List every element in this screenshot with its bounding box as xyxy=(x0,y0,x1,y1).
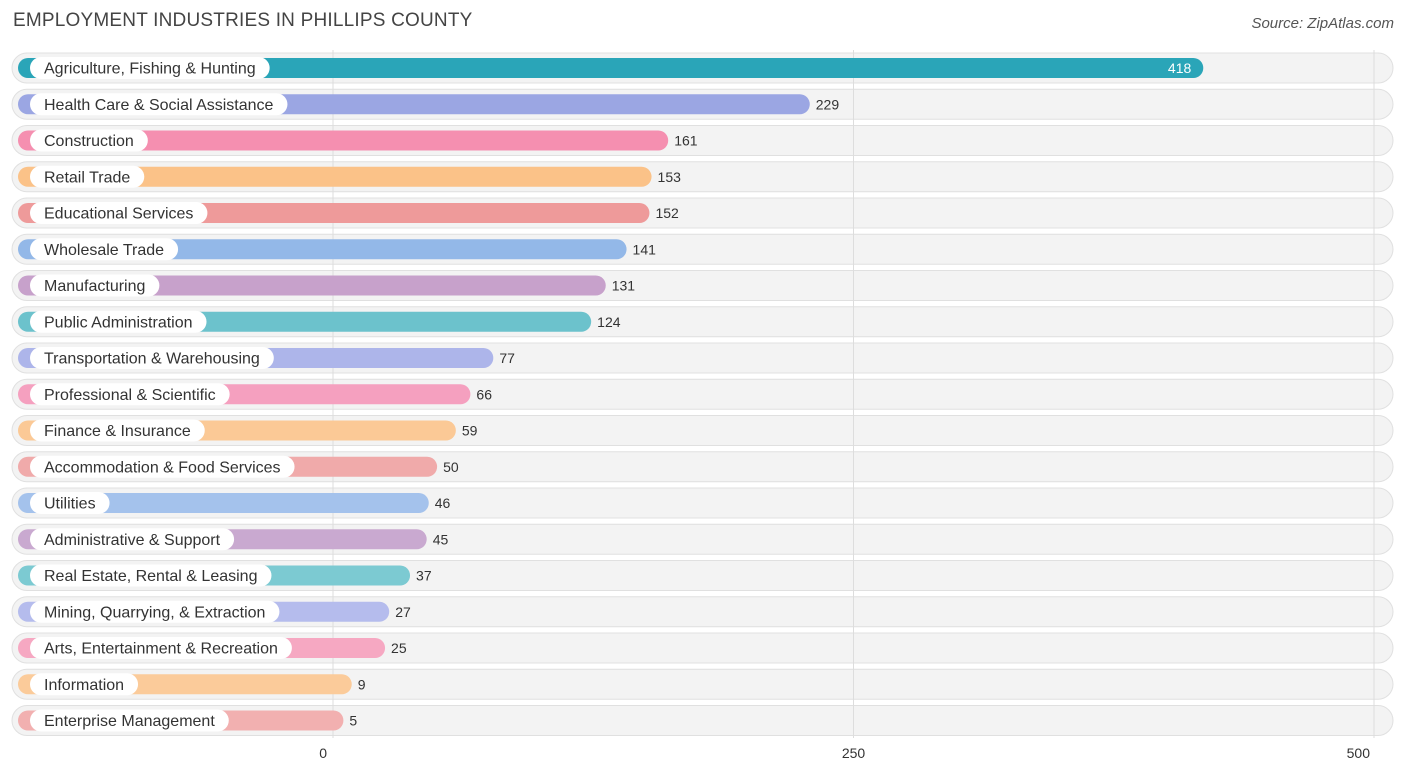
value-label: 46 xyxy=(435,495,451,511)
category-label: Public Administration xyxy=(44,314,193,331)
category-label: Wholesale Trade xyxy=(44,242,164,259)
value-label: 131 xyxy=(612,278,636,294)
value-label: 66 xyxy=(476,386,492,402)
category-label: Administrative & Support xyxy=(44,532,221,549)
value-label: 9 xyxy=(358,676,366,692)
value-label: 50 xyxy=(443,459,459,475)
label-pill xyxy=(30,93,288,116)
value-label: 77 xyxy=(499,350,515,366)
value-label: 141 xyxy=(633,241,657,257)
value-label: 153 xyxy=(658,169,682,185)
label-pill xyxy=(30,129,148,152)
category-label: Real Estate, Rental & Leasing xyxy=(44,568,257,585)
label-pill xyxy=(30,274,160,297)
category-label: Professional & Scientific xyxy=(44,387,216,404)
label-pill xyxy=(30,57,270,79)
value-label: 27 xyxy=(395,604,411,620)
tick-label: 0 xyxy=(319,745,327,761)
chart-title: EMPLOYMENT INDUSTRIES IN PHILLIPS COUNTY xyxy=(13,10,473,31)
bar[interactable] xyxy=(18,130,669,151)
label-pill xyxy=(30,238,179,261)
category-label: Utilities xyxy=(44,496,96,513)
category-label: Agriculture, Fishing & Hunting xyxy=(44,61,256,78)
row-track xyxy=(11,705,1394,736)
label-pill xyxy=(30,709,229,732)
value-label: 5 xyxy=(349,713,357,729)
bar[interactable] xyxy=(18,275,606,296)
category-label: Finance & Insurance xyxy=(44,423,191,440)
category-label: Educational Services xyxy=(44,206,193,223)
row-track xyxy=(11,668,1394,700)
category-label: Enterprise Management xyxy=(44,713,215,730)
category-label: Transportation & Warehousing xyxy=(44,351,260,368)
label-pill xyxy=(30,310,207,333)
value-label: 37 xyxy=(416,568,432,584)
bar[interactable] xyxy=(18,166,652,187)
value-label: 161 xyxy=(674,133,698,149)
category-label: Arts, Entertainment & Recreation xyxy=(44,641,278,658)
category-label: Mining, Quarrying, & Extraction xyxy=(44,604,265,621)
label-pill xyxy=(30,600,280,623)
tick-label: 250 xyxy=(842,745,866,761)
label-pill xyxy=(30,673,139,696)
value-label: 45 xyxy=(433,531,449,547)
value-label: 152 xyxy=(655,205,679,221)
value-label: 229 xyxy=(816,96,840,112)
category-label: Information xyxy=(44,677,124,694)
bar[interactable] xyxy=(18,58,1204,78)
source-note: Source: ZipAtlas.com xyxy=(1251,15,1394,32)
label-pill xyxy=(30,347,274,369)
label-pill xyxy=(30,383,230,406)
label-pill xyxy=(30,455,295,478)
category-label: Accommodation & Food Services xyxy=(44,459,281,476)
category-label: Health Care & Social Assistance xyxy=(44,97,274,114)
value-label: 124 xyxy=(597,314,621,330)
category-label: Retail Trade xyxy=(44,169,130,186)
label-pill xyxy=(30,564,272,587)
value-label: 25 xyxy=(391,640,407,656)
category-label: Manufacturing xyxy=(44,278,145,295)
value-label: 59 xyxy=(462,423,478,439)
label-pill xyxy=(30,492,110,514)
label-pill xyxy=(30,202,208,224)
value-label: 418 xyxy=(1168,60,1192,76)
label-pill xyxy=(30,419,205,442)
label-pill xyxy=(30,637,292,659)
bar[interactable] xyxy=(18,493,429,513)
tick-label: 500 xyxy=(1347,745,1371,761)
category-label: Construction xyxy=(44,133,134,150)
label-pill xyxy=(30,165,145,188)
label-pill xyxy=(30,528,235,551)
